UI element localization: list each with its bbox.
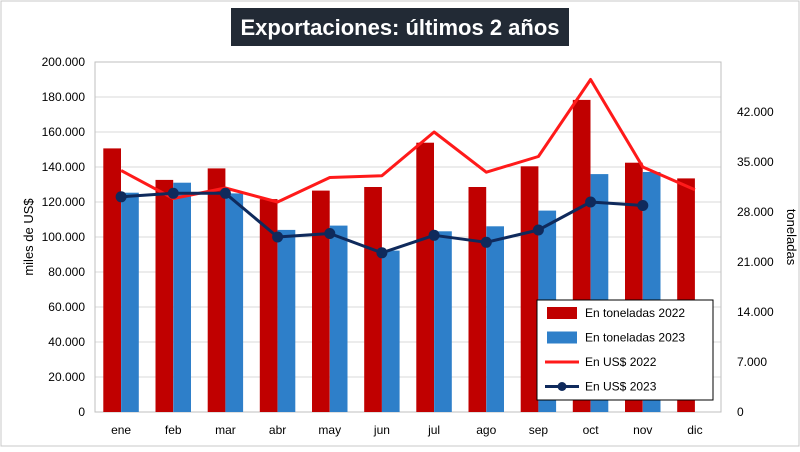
y-tick-label: 80.000 xyxy=(48,265,85,279)
bar xyxy=(416,142,434,412)
x-tick-label: feb xyxy=(165,423,182,437)
y2-tick-label: 28.000 xyxy=(737,205,774,219)
legend-label: En toneladas 2023 xyxy=(585,331,685,345)
legend-marker xyxy=(557,382,567,391)
bar xyxy=(381,250,400,412)
bar xyxy=(121,192,139,412)
y-tick-label: 140.000 xyxy=(42,160,86,174)
legend-label: En US$ 2022 xyxy=(585,355,657,369)
x-tick-label: abr xyxy=(269,423,286,437)
line-point xyxy=(167,187,179,199)
bar xyxy=(155,179,174,412)
bar xyxy=(364,187,382,412)
bar xyxy=(103,148,121,412)
x-tick-label: may xyxy=(318,423,341,437)
legend: En toneladas 2022 En toneladas 2023 En US$… xyxy=(536,299,714,401)
y-tick-label: 200.000 xyxy=(42,55,86,69)
x-tick-label: jun xyxy=(373,423,390,437)
bar xyxy=(329,225,348,412)
x-tick-label: jul xyxy=(427,423,440,437)
x-tick-label: ene xyxy=(111,423,131,437)
line-point xyxy=(272,231,284,243)
bar xyxy=(312,190,330,412)
y2-tick-label: 21.000 xyxy=(737,255,774,269)
legend-swatch xyxy=(547,307,577,319)
line-point xyxy=(585,196,597,208)
x-tick-label: dic xyxy=(687,423,702,437)
bar xyxy=(468,187,487,412)
bar xyxy=(520,166,539,412)
x-tick-label: sep xyxy=(529,423,549,437)
bar xyxy=(259,199,278,412)
y2-axis-label: toneladas xyxy=(784,209,799,266)
line-point xyxy=(637,200,649,211)
y2-tick-label: 42.000 xyxy=(737,105,774,119)
y-tick-label: 120.000 xyxy=(42,195,86,209)
bar xyxy=(207,168,226,412)
y-axis-label: miles de US$ xyxy=(21,198,36,276)
x-tick-label: oct xyxy=(583,423,600,437)
legend-label: En toneladas 2022 xyxy=(585,306,685,320)
bar xyxy=(486,226,504,412)
y2-tick-label: 7.000 xyxy=(737,355,767,369)
title-background xyxy=(231,8,569,46)
bar xyxy=(434,231,452,412)
y2-tick-label: 0 xyxy=(737,405,744,419)
legend-label: En US$ 2023 xyxy=(585,380,657,394)
line-point xyxy=(428,229,440,241)
bar xyxy=(225,193,244,412)
line-point xyxy=(376,247,388,259)
series-line xyxy=(120,78,696,204)
x-tick-label: mar xyxy=(215,423,236,437)
line-point xyxy=(324,228,336,239)
x-tick-label: ago xyxy=(476,423,496,437)
plot-area xyxy=(94,61,722,413)
x-tick-label: nov xyxy=(633,423,652,437)
y2-tick-label: 14.000 xyxy=(737,305,774,319)
y-tick-label: 20.000 xyxy=(48,370,85,384)
y2-tick-label: 35.000 xyxy=(737,155,774,169)
y-tick-label: 160.000 xyxy=(42,125,86,139)
y-tick-label: 180.000 xyxy=(42,90,86,104)
bar xyxy=(277,229,296,412)
lines xyxy=(115,78,696,259)
line-point xyxy=(219,187,231,199)
chart-title: Exportaciones: últimos 2 años xyxy=(240,15,559,40)
y-tick-label: 0 xyxy=(78,405,85,419)
legend-swatch xyxy=(547,331,577,344)
line-point xyxy=(480,236,492,248)
bars xyxy=(103,99,695,413)
bar xyxy=(173,182,191,412)
line-point xyxy=(115,191,127,203)
axes: 0 20.000 40.000 60.000 80.000 100.000 120.000 1… xyxy=(42,55,774,437)
line-point xyxy=(532,224,544,236)
y-tick-label: 100.000 xyxy=(42,230,86,244)
y-tick-label: 60.000 xyxy=(48,300,85,314)
y-tick-label: 40.000 xyxy=(48,335,85,349)
